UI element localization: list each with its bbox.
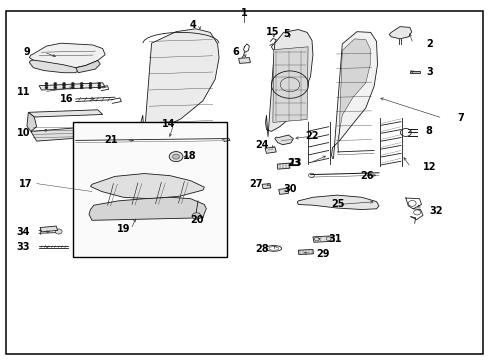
Polygon shape [29,43,105,68]
Text: 16: 16 [60,94,73,104]
Circle shape [55,229,62,234]
Polygon shape [272,47,307,122]
Polygon shape [278,188,288,194]
Text: 10: 10 [17,128,30,138]
Circle shape [89,85,92,87]
Polygon shape [312,236,334,242]
Text: 7: 7 [456,113,463,123]
Text: 12: 12 [422,162,436,172]
Polygon shape [29,60,78,73]
Circle shape [99,196,106,202]
Text: 27: 27 [248,179,262,189]
Polygon shape [76,60,100,73]
Polygon shape [277,163,289,169]
Polygon shape [31,126,105,141]
Text: 18: 18 [183,150,197,161]
Text: 19: 19 [117,224,130,234]
Polygon shape [39,83,105,90]
Polygon shape [28,110,102,117]
Polygon shape [265,30,312,137]
Text: 6: 6 [231,47,238,57]
Text: 33: 33 [17,242,30,252]
Text: 22: 22 [305,131,319,141]
Circle shape [54,85,57,87]
Circle shape [80,82,83,85]
Polygon shape [89,197,206,220]
Polygon shape [297,195,378,210]
Polygon shape [298,249,313,255]
Polygon shape [27,112,37,131]
Circle shape [98,87,101,89]
Bar [73,122,227,257]
Text: 9: 9 [23,47,30,57]
Polygon shape [264,147,276,153]
Circle shape [71,82,74,85]
Circle shape [192,213,201,219]
Text: 4: 4 [189,20,196,30]
Text: 21: 21 [103,135,117,145]
Text: 34: 34 [17,227,30,237]
Text: 30: 30 [283,184,297,194]
Text: 17: 17 [19,179,32,189]
Text: 11: 11 [17,87,30,97]
Polygon shape [331,32,377,158]
Text: 2: 2 [426,39,432,49]
Polygon shape [337,39,369,153]
Circle shape [62,85,65,87]
Polygon shape [274,135,293,145]
Circle shape [45,87,48,89]
Text: 8: 8 [425,126,431,136]
Polygon shape [262,184,270,189]
Text: 13: 13 [288,158,302,168]
Circle shape [161,141,167,147]
Circle shape [98,82,101,85]
Text: 32: 32 [428,206,442,216]
Text: 28: 28 [254,244,268,254]
Text: 26: 26 [360,171,373,181]
Circle shape [71,85,74,87]
Text: 14: 14 [162,119,175,129]
Circle shape [54,82,57,85]
Text: 31: 31 [327,234,341,244]
Polygon shape [388,27,411,39]
Text: 5: 5 [283,29,290,39]
Polygon shape [238,58,250,63]
Circle shape [169,152,183,162]
Circle shape [80,85,83,87]
Polygon shape [90,174,204,199]
Circle shape [45,82,48,85]
Polygon shape [40,226,58,232]
Circle shape [71,87,74,89]
Text: 20: 20 [190,215,203,225]
Circle shape [89,87,92,89]
Polygon shape [409,71,419,73]
Text: 15: 15 [265,27,279,37]
Circle shape [182,192,189,197]
Circle shape [62,82,65,85]
Text: 1: 1 [241,8,247,18]
Polygon shape [141,29,219,137]
Circle shape [54,87,57,89]
Text: 3: 3 [426,67,432,77]
Circle shape [62,87,65,89]
Text: 23: 23 [286,158,300,168]
Text: 25: 25 [330,199,344,210]
Circle shape [89,82,92,85]
Circle shape [170,143,176,147]
Circle shape [172,154,179,159]
Circle shape [98,85,101,87]
Circle shape [45,85,48,87]
Text: 29: 29 [315,249,329,259]
Text: 24: 24 [255,140,268,150]
Circle shape [106,209,114,215]
Circle shape [189,204,197,210]
Polygon shape [154,138,181,151]
Circle shape [80,87,83,89]
